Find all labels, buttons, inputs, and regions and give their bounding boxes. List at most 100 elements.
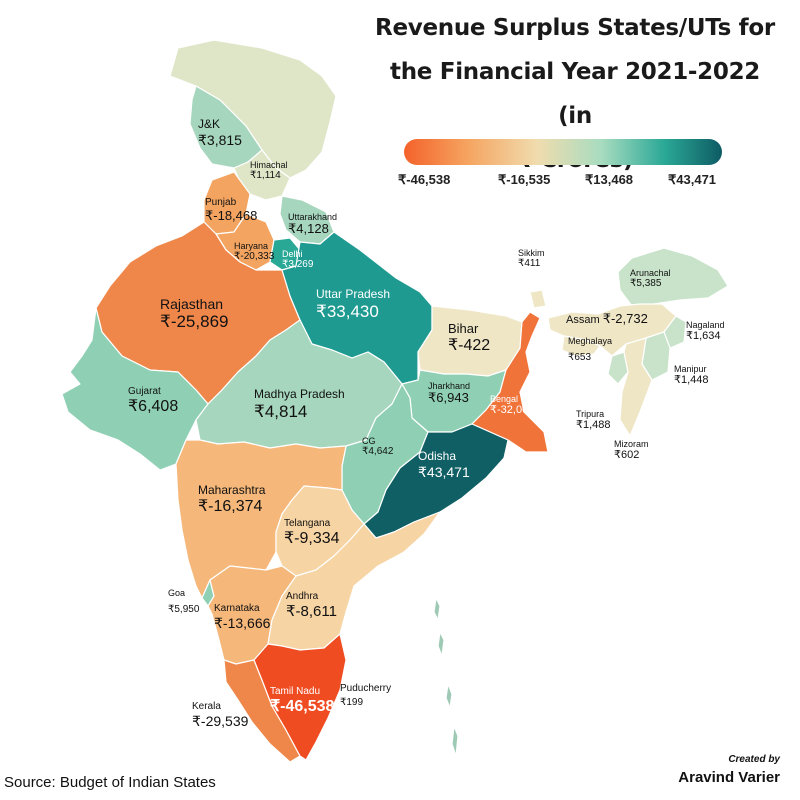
- label-up: Uttar Pradesh ₹33,430: [316, 287, 391, 321]
- label-maharashtra: Maharashtra ₹-16,374: [198, 483, 266, 516]
- region-bengal: [471, 311, 549, 453]
- state-value: ₹-422: [448, 336, 491, 354]
- label-nagaland: Nagaland ₹1,634: [686, 320, 725, 343]
- label-goa: Goa ₹5,950: [168, 588, 199, 616]
- label-uttarakhand: Uttarakhand ₹4,128: [288, 212, 337, 237]
- state-name: Mizoram: [614, 439, 649, 449]
- title-line-1: Revenue Surplus States/UTs for: [375, 15, 775, 41]
- state-value: ₹-2,732: [602, 311, 648, 326]
- state-value: ₹-9,334: [284, 529, 340, 547]
- label-rajasthan: Rajasthan ₹-25,869: [160, 296, 228, 332]
- region-arunachal: [617, 247, 729, 307]
- label-tripura: Tripura ₹1,488: [576, 409, 611, 432]
- state-name: Arunachal: [630, 268, 671, 278]
- label-himachal: Himachal ₹1,114: [250, 160, 288, 182]
- state-name: Kerala: [192, 701, 221, 712]
- title-line-2: the Financial Year 2021-2022 (in: [390, 59, 760, 129]
- label-jharkhand: Jharkhand ₹6,943: [428, 381, 470, 406]
- label-assam: Assam ₹-2,732: [566, 311, 648, 327]
- label-bihar: Bihar ₹-422: [448, 321, 491, 355]
- state-name: Maharashtra: [198, 483, 266, 497]
- state-value: ₹1,488: [576, 419, 611, 432]
- label-andhra: Andhra ₹-8,611: [286, 591, 337, 620]
- region-mizoram: [619, 337, 653, 437]
- state-name: Odisha: [418, 449, 457, 463]
- state-value: ₹1,634: [686, 330, 721, 343]
- state-value: ₹-13,666: [214, 614, 271, 631]
- state-value: ₹6,943: [428, 390, 469, 406]
- state-name: Uttar Pradesh: [316, 287, 391, 301]
- legend-color-bar: [404, 139, 722, 165]
- legend-tick-3: ₹13,468: [585, 172, 634, 187]
- state-value: ₹6,408: [128, 397, 179, 415]
- state-name: Karnataka: [214, 603, 260, 614]
- region-meghalaya: [561, 335, 601, 357]
- credit-block: Created by Aravind Varier: [678, 754, 780, 786]
- label-puducherry: Puducherry ₹199: [340, 683, 391, 708]
- state-name: Sikkim: [518, 248, 545, 258]
- state-value: ₹-32,000: [490, 404, 535, 417]
- state-value: ₹-16,374: [198, 497, 263, 515]
- legend-tick-2: ₹-16,535: [498, 172, 551, 187]
- state-value: ₹602: [614, 449, 640, 462]
- region-tripura: [607, 351, 629, 385]
- state-value: ₹199: [340, 696, 364, 708]
- state-value: ₹-8,611: [286, 602, 337, 620]
- label-telangana: Telangana ₹-9,334: [284, 518, 340, 548]
- state-name: Haryana: [234, 241, 269, 251]
- state-name: Punjab: [205, 197, 237, 208]
- region-gujarat: [61, 307, 209, 471]
- label-jk: J&K ₹3,815: [198, 117, 242, 148]
- label-punjab: Punjab ₹-18,468: [205, 197, 257, 223]
- state-value: ₹43,471: [418, 463, 470, 480]
- state-name: Rajasthan: [160, 296, 224, 312]
- label-manipur: Manipur ₹1,448: [674, 364, 709, 387]
- state-name: Jharkhand: [428, 381, 471, 391]
- label-sikkim: Sikkim ₹411: [518, 248, 545, 270]
- state-name: Bihar: [448, 321, 479, 336]
- state-name: Tripura: [576, 409, 605, 419]
- state-value: ₹4,814: [254, 401, 308, 421]
- label-gujarat: Gujarat ₹6,408: [128, 386, 178, 416]
- state-value: ₹-25,869: [160, 312, 229, 332]
- state-value: ₹5,385: [630, 278, 662, 290]
- state-name: Tamil Nadu: [270, 686, 321, 697]
- region-andaman-islands: [433, 597, 459, 757]
- label-cg: CG ₹4,642: [362, 436, 393, 458]
- state-value: ₹3,815: [198, 131, 242, 148]
- label-karnataka: Karnataka ₹-13,666: [214, 603, 270, 631]
- label-delhi: Delhi ₹3,269: [282, 249, 313, 271]
- state-value: ₹411: [518, 258, 541, 270]
- region-tamilnadu: [253, 633, 347, 761]
- label-tamilnadu: Tamil Nadu ₹-46,538: [270, 686, 334, 716]
- state-value: ₹3,269: [282, 259, 314, 271]
- legend-tick-4: ₹43,471: [668, 172, 717, 187]
- label-bengal: Bengal ₹-32,000: [490, 394, 534, 417]
- label-odisha: Odisha ₹43,471: [418, 449, 470, 480]
- state-name: Madhya Pradesh: [254, 387, 345, 401]
- credit-author: Aravind Varier: [678, 769, 780, 786]
- state-value: ₹-46,538: [270, 697, 335, 715]
- label-mizoram: Mizoram ₹602: [614, 439, 649, 462]
- state-name: J&K: [198, 117, 221, 131]
- legend-tick-1: ₹-46,538: [398, 172, 451, 187]
- state-name: Andhra: [286, 591, 319, 602]
- state-value: ₹33,430: [316, 301, 379, 321]
- label-haryana: Haryana ₹-20,333: [234, 241, 274, 263]
- state-value: ₹5,950: [168, 604, 200, 616]
- state-name: Bengal: [490, 394, 519, 404]
- state-name: Uttarakhand: [288, 212, 338, 222]
- state-name: Meghalaya: [568, 336, 613, 346]
- credit-label: Created by: [728, 754, 780, 765]
- state-name: Goa: [168, 588, 186, 598]
- state-name: Nagaland: [686, 320, 725, 330]
- label-mp: Madhya Pradesh ₹4,814: [254, 387, 345, 421]
- state-name: Puducherry: [340, 683, 392, 694]
- state-value: ₹-20,333: [234, 251, 275, 263]
- state-name: Manipur: [674, 364, 707, 374]
- state-name: Gujarat: [128, 386, 161, 397]
- state-value: ₹1,114: [250, 170, 281, 182]
- state-name: Himachal: [250, 160, 288, 170]
- label-kerala: Kerala ₹-29,539: [192, 701, 248, 729]
